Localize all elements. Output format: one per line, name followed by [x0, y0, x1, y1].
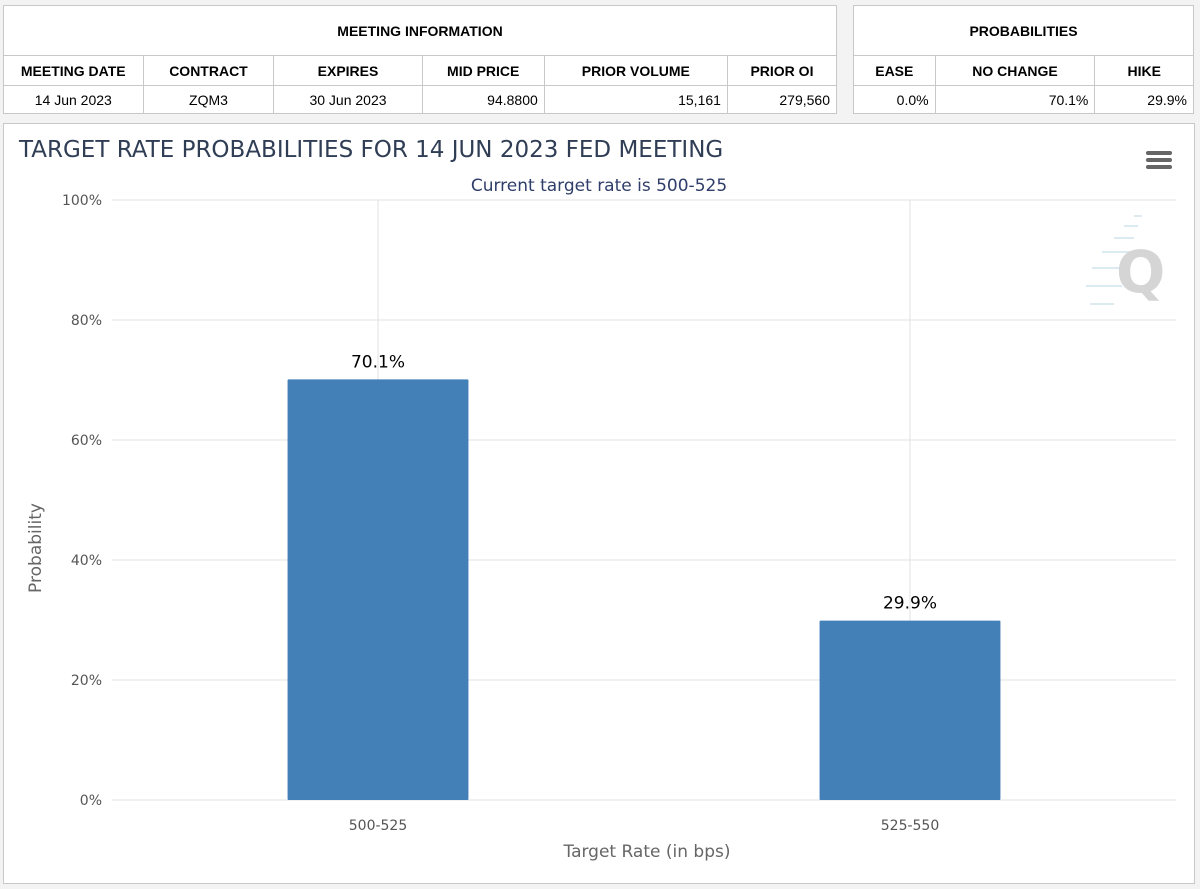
no-change-value: 70.1%	[934, 85, 1096, 114]
y-tick-label: 100%	[62, 193, 102, 209]
hamburger-menu-icon[interactable]	[1146, 151, 1172, 169]
col-prior-volume: PRIOR VOLUME	[543, 55, 728, 86]
y-tick-label: 20%	[71, 673, 102, 689]
col-ease: EASE	[853, 55, 936, 86]
col-prior-oi: PRIOR OI	[726, 55, 838, 86]
bar-525-550[interactable]	[819, 620, 1001, 800]
ease-value: 0.0%	[853, 85, 936, 114]
prior-oi-value: 279,560	[726, 85, 838, 114]
bar-chart: TARGET RATE PROBABILITIES FOR 14 JUN 202…	[18, 137, 1176, 862]
hike-value: 29.9%	[1094, 85, 1194, 114]
y-axis-title: Probability	[26, 503, 46, 593]
chart-subtitle: Current target rate is 500-525	[471, 176, 727, 196]
col-expires: EXPIRES	[273, 55, 423, 86]
y-tick-label: 0%	[80, 793, 102, 809]
chart-panel: TARGET RATE PROBABILITIES FOR 14 JUN 202…	[3, 123, 1195, 884]
data-label: 70.1%	[351, 352, 405, 372]
expires-value: 30 Jun 2023	[273, 85, 423, 114]
col-hike: HIKE	[1094, 55, 1194, 86]
grid-layer: 0% 20% 40% 60% 80% 100%	[62, 193, 1176, 809]
bars-layer: 70.1% 500-525 29.9% 525-550	[287, 352, 1001, 834]
col-no-change: NO CHANGE	[934, 55, 1096, 86]
meeting-date-value: 14 Jun 2023	[3, 85, 144, 114]
probabilities-header: PROBABILITIES	[853, 5, 1194, 56]
table-row: 0.0% 70.1% 29.9%	[853, 85, 1194, 114]
col-mid-price: MID PRICE	[421, 55, 545, 86]
col-meeting-date: MEETING DATE	[3, 55, 144, 86]
meeting-information-table: MEETING INFORMATION MEETING DATE CONTRAC…	[3, 5, 838, 114]
x-axis-title: Target Rate (in bps)	[563, 842, 731, 862]
chart-title: TARGET RATE PROBABILITIES FOR 14 JUN 202…	[18, 137, 723, 163]
svg-text:Q: Q	[1116, 238, 1165, 306]
y-tick-label: 40%	[71, 553, 102, 569]
x-tick-label: 525-550	[881, 818, 940, 834]
col-contract: CONTRACT	[142, 55, 275, 86]
x-tick-label: 500-525	[349, 818, 408, 834]
table-row: 14 Jun 2023 ZQM3 30 Jun 2023 94.8800 15,…	[3, 85, 838, 114]
meeting-information-header: MEETING INFORMATION	[3, 5, 837, 56]
q-logo-watermark: Q	[1086, 215, 1165, 306]
y-tick-label: 60%	[71, 433, 102, 449]
bar-500-525[interactable]	[287, 379, 469, 800]
contract-value: ZQM3	[142, 85, 275, 114]
mid-price-value: 94.8800	[421, 85, 545, 114]
y-tick-label: 80%	[71, 313, 102, 329]
data-label: 29.9%	[883, 594, 937, 614]
probabilities-table: PROBABILITIES EASE NO CHANGE HIKE 0.0% 7…	[853, 5, 1194, 114]
prior-volume-value: 15,161	[543, 85, 728, 114]
